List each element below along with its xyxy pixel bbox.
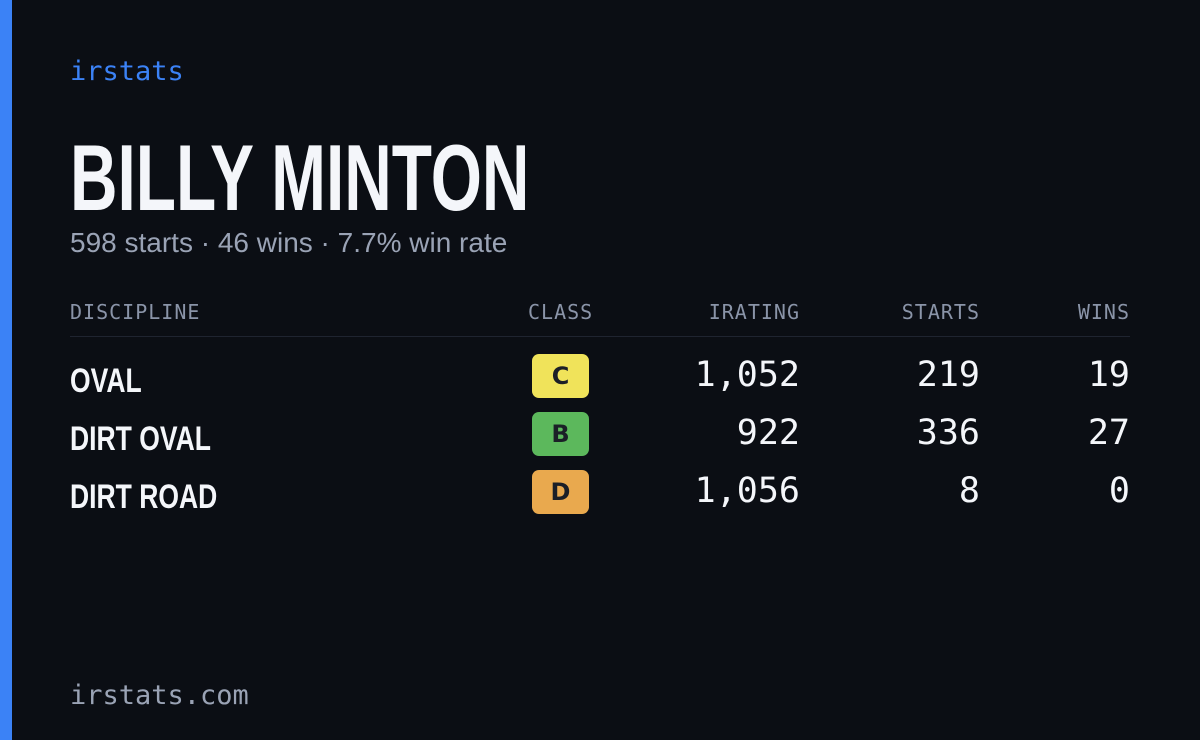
column-header: WINS [1077,300,1130,324]
discipline: OVAL [70,362,142,400]
column-header: IRATING [708,300,800,324]
column-header: CLASS [528,300,594,324]
starts: 336 [916,413,980,453]
driver-name: BILLY MINTON [70,125,530,230]
column-header: DISCIPLINE [70,300,201,324]
starts: 8 [958,471,980,511]
brand: irstats [70,56,184,87]
irating: 1,056 [694,471,800,511]
wins: 19 [1087,355,1130,395]
header-rule [70,336,1130,337]
class-badge: D [532,470,589,514]
footer: irstats.com [70,680,249,711]
discipline: DIRT ROAD [70,478,218,516]
class-badge: B [532,412,589,456]
wins: 0 [1108,471,1130,511]
column-header: STARTS [901,300,980,324]
irating: 1,052 [694,355,800,395]
irating: 922 [736,413,800,453]
accent-stripe [0,0,12,740]
wins: 27 [1087,413,1130,453]
driver-summary: 598 starts · 46 wins · 7.7% win rate [70,227,508,258]
discipline: DIRT OVAL [70,420,211,458]
starts: 219 [916,355,980,395]
class-badge: C [532,354,589,398]
